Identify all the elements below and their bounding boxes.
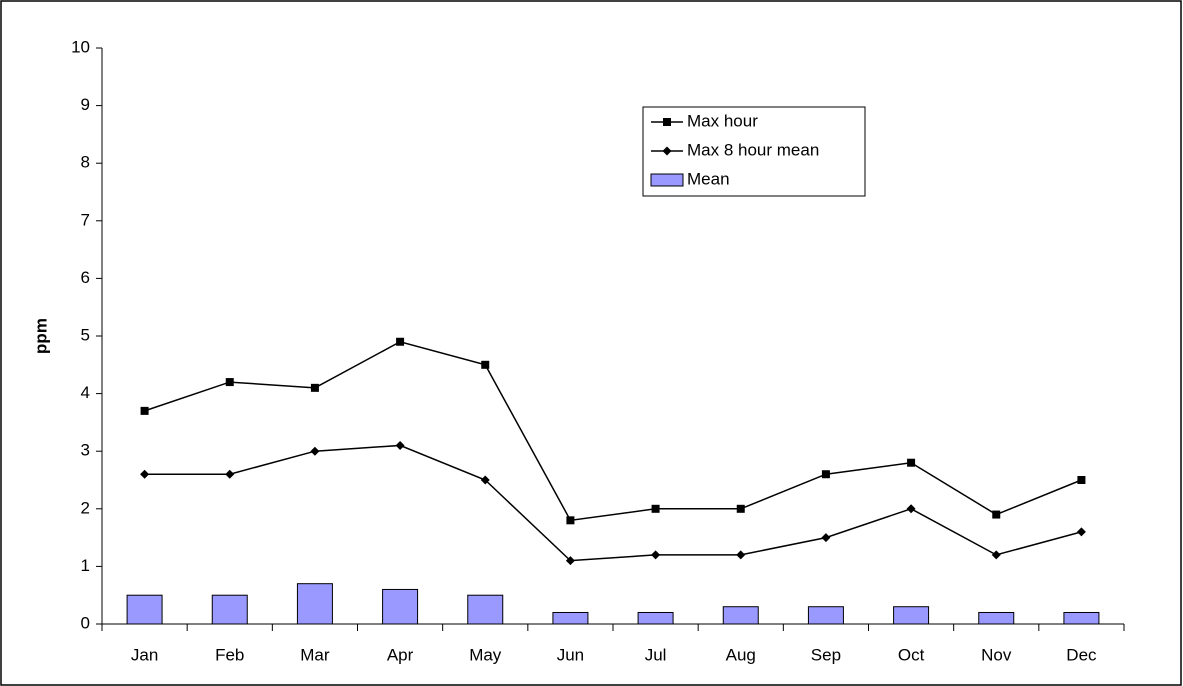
y-tick-label: 8 — [81, 153, 90, 172]
legend-marker — [663, 118, 671, 126]
bar — [893, 606, 930, 625]
x-tick-label: Oct — [898, 645, 925, 664]
line — [144, 340, 1082, 522]
marker — [310, 383, 319, 392]
x-tick-label: May — [469, 645, 502, 664]
x-tick-label: Sep — [811, 645, 841, 664]
x-tick-label: Dec — [1066, 645, 1097, 664]
legend-label: Max hour — [687, 111, 758, 130]
marker — [907, 458, 916, 467]
y-tick-label: 3 — [81, 441, 90, 460]
line — [144, 444, 1082, 562]
x-tick-label: Feb — [215, 645, 244, 664]
y-tick-label: 7 — [81, 210, 90, 229]
y-tick-label: 5 — [81, 325, 90, 344]
marker — [736, 504, 745, 513]
bar — [978, 611, 1015, 625]
marker — [481, 360, 490, 369]
marker — [992, 510, 1001, 519]
marker — [566, 516, 575, 525]
marker — [651, 550, 661, 560]
bar — [807, 606, 844, 625]
marker — [140, 469, 150, 479]
legend-swatch — [650, 173, 684, 187]
x-tick-label: Jun — [557, 645, 584, 664]
bar — [637, 611, 674, 625]
x-tick-label: Jul — [645, 645, 667, 664]
bar — [467, 594, 504, 625]
y-axis-label: ppm — [31, 318, 50, 354]
marker — [991, 550, 1001, 560]
y-tick-label: 10 — [71, 37, 90, 56]
legend-label: Max 8 hour mean — [687, 140, 819, 159]
x-tick-label: Nov — [981, 645, 1012, 664]
marker — [565, 556, 575, 566]
bar — [211, 594, 248, 625]
bar — [296, 583, 333, 625]
y-tick-label: 6 — [81, 268, 90, 287]
x-tick-label: Jan — [131, 645, 158, 664]
marker — [480, 475, 490, 485]
legend-label: Mean — [687, 169, 730, 188]
y-tick-label: 0 — [81, 613, 90, 632]
bar — [126, 594, 163, 625]
bar — [1063, 611, 1100, 625]
marker — [906, 504, 916, 514]
x-tick-label: Mar — [300, 645, 330, 664]
marker — [310, 446, 320, 456]
legend-marker — [662, 146, 672, 156]
y-tick-label: 4 — [81, 383, 90, 402]
marker — [396, 337, 405, 346]
marker — [821, 533, 831, 543]
bar — [552, 611, 589, 625]
y-tick-label: 9 — [81, 95, 90, 114]
marker — [651, 504, 660, 513]
y-tick-label: 2 — [81, 498, 90, 517]
marker — [1076, 527, 1086, 537]
marker — [736, 550, 746, 560]
marker — [1077, 476, 1086, 484]
marker — [225, 469, 235, 479]
x-tick-label: Aug — [726, 645, 756, 664]
bar — [382, 588, 419, 625]
y-tick-label: 1 — [81, 556, 90, 575]
x-tick-label: Apr — [387, 645, 414, 664]
marker — [395, 440, 405, 450]
marker — [225, 378, 234, 387]
marker — [821, 470, 830, 479]
marker — [140, 406, 149, 415]
bar — [722, 606, 759, 625]
